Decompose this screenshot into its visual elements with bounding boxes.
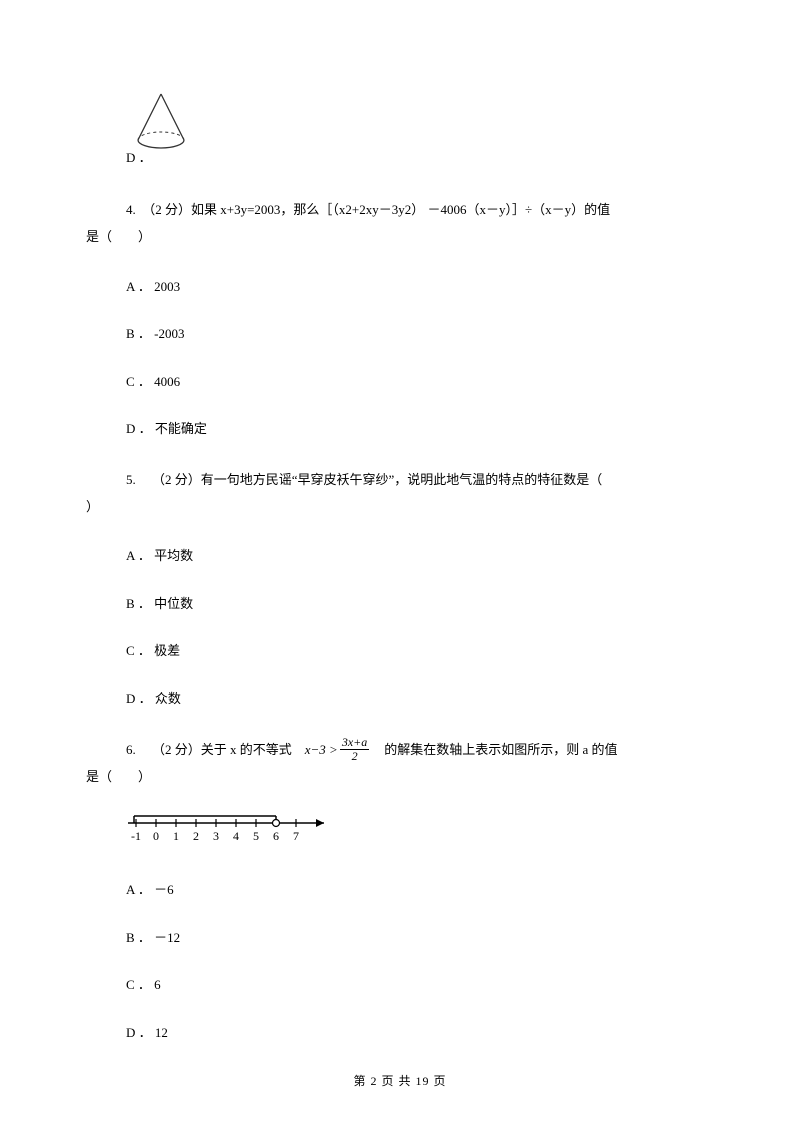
q4-option-d: D ． 不能确定 <box>126 419 710 439</box>
svg-text:7: 7 <box>293 829 299 843</box>
q5-cont: ） <box>86 499 99 514</box>
number-line-svg: -1 0 1 2 3 4 5 6 7 <box>126 807 336 847</box>
q5-option-d: D ． 众数 <box>126 689 710 709</box>
svg-text:2: 2 <box>193 829 199 843</box>
option-text: A ． 平均数 <box>126 548 193 563</box>
option-text: B ． 中位数 <box>126 596 193 611</box>
q3-option-d: D ． <box>126 148 710 168</box>
q6-option-b: B ． －12 <box>126 928 710 948</box>
footer-text: 第 2 页 共 19 页 <box>353 1074 446 1088</box>
q6-option-d: D ． 12 <box>126 1023 710 1043</box>
option-text: C ． 4006 <box>126 374 180 389</box>
page-footer: 第 2 页 共 19 页 <box>0 1072 800 1090</box>
q6-option-c: C ． 6 <box>126 975 710 995</box>
svg-text:-1: -1 <box>131 829 141 843</box>
option-text: D ． 不能确定 <box>126 421 207 436</box>
q6-ineq-left: x−3 > <box>305 737 338 763</box>
q5-stem: 5. （2 分）有一句地方民谣“早穿皮袄午穿纱”，说明此地气温的特点的特征数是（ <box>126 467 710 493</box>
q4-text: 4. （2 分）如果 x+3y=2003，那么［（x2+2xy－3y2） －40… <box>126 202 610 217</box>
option-text: B ． －12 <box>126 930 180 945</box>
q4-stem-cont: 是（ ） <box>86 227 710 247</box>
q6-cont: 是（ ） <box>86 769 151 784</box>
q6-post: 的解集在数轴上表示如图所示，则 a 的值 <box>371 737 617 763</box>
q4-stem: 4. （2 分）如果 x+3y=2003，那么［（x2+2xy－3y2） －40… <box>126 197 710 223</box>
svg-text:3: 3 <box>213 829 219 843</box>
svg-text:6: 6 <box>273 829 279 843</box>
number-line: -1 0 1 2 3 4 5 6 7 <box>126 807 710 853</box>
svg-text:4: 4 <box>233 829 239 843</box>
svg-text:1: 1 <box>173 829 179 843</box>
fraction-denominator: 2 <box>340 750 369 763</box>
q6-stem-cont: 是（ ） <box>86 767 710 787</box>
q6-stem: 6. （2 分）关于 x 的不等式 x−3 > 3x+a 2 的解集在数轴上表示… <box>126 736 710 763</box>
fraction: 3x+a 2 <box>340 736 369 763</box>
option-text: D ． 12 <box>126 1025 168 1040</box>
option-text: D ． 众数 <box>126 691 181 706</box>
q4-cont: 是（ ） <box>86 229 151 244</box>
q4-option-b: B ． -2003 <box>126 324 710 344</box>
q6-option-a: A ． －6 <box>126 880 710 900</box>
option-text: C ． 极差 <box>126 643 180 658</box>
q4-option-c: C ． 4006 <box>126 372 710 392</box>
option-text: C ． 6 <box>126 977 161 992</box>
cone-icon <box>126 90 196 156</box>
q5-stem-cont: ） <box>86 497 710 517</box>
q5-option-a: A ． 平均数 <box>126 546 710 566</box>
option-text: A ． －6 <box>126 882 174 897</box>
q5-option-b: B ． 中位数 <box>126 594 710 614</box>
q5-option-c: C ． 极差 <box>126 641 710 661</box>
svg-text:5: 5 <box>253 829 259 843</box>
q5-text: 5. （2 分）有一句地方民谣“早穿皮袄午穿纱”，说明此地气温的特点的特征数是（ <box>126 472 602 487</box>
option-label: D ． <box>126 150 152 165</box>
q4-option-a: A ． 2003 <box>126 277 710 297</box>
q6-pre: 6. （2 分）关于 x 的不等式 <box>126 737 305 763</box>
svg-text:0: 0 <box>153 829 159 843</box>
option-text: A ． 2003 <box>126 279 180 294</box>
fraction-numerator: 3x+a <box>340 736 369 750</box>
option-text: B ． -2003 <box>126 326 185 341</box>
